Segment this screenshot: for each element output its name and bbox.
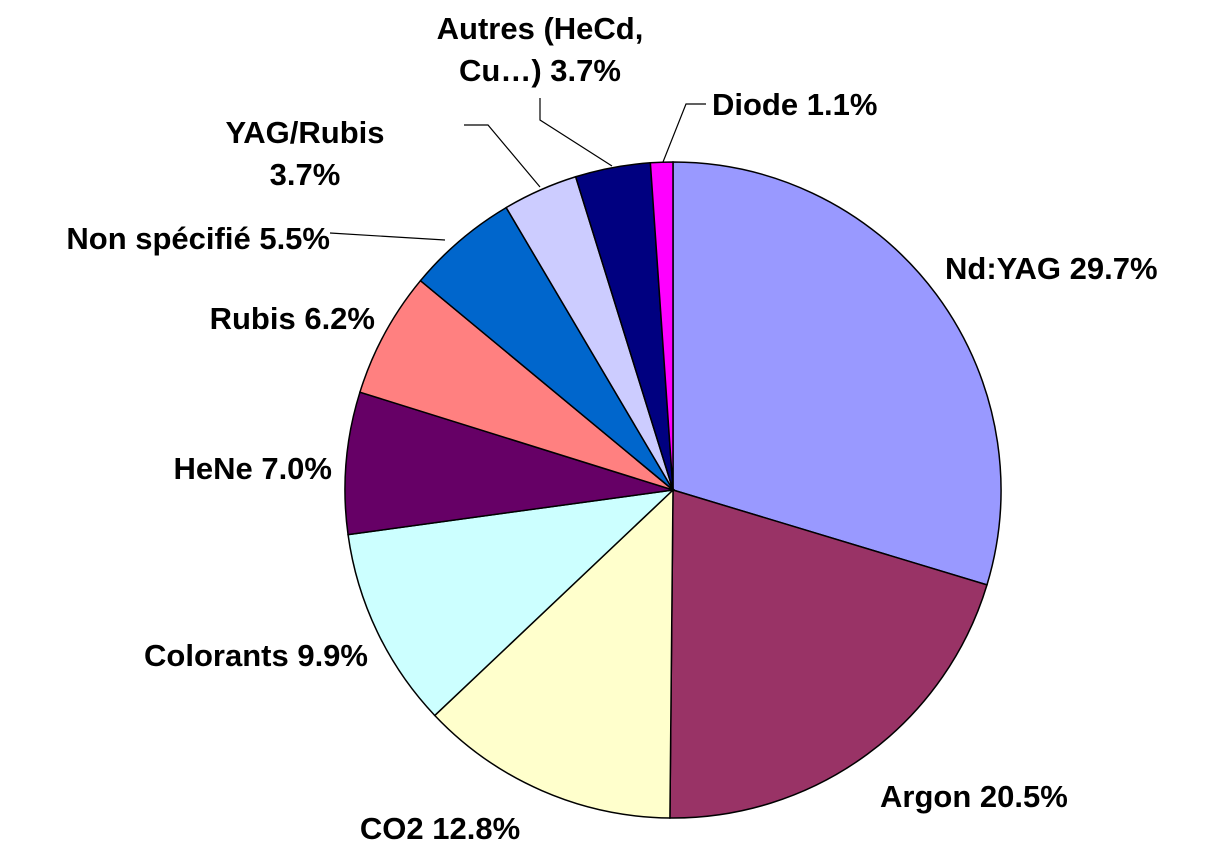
category-name: Non spécifié xyxy=(66,221,251,256)
value-label: 6.2% xyxy=(304,301,375,336)
category-name: Nd:YAG xyxy=(945,251,1061,286)
leader-line xyxy=(662,103,706,163)
slice-label: Nd:YAG 29.7% xyxy=(945,248,1158,290)
pie-slice xyxy=(649,161,674,491)
category-name: YAG/Rubis xyxy=(225,115,385,150)
category-name: Autres (HeCd, Cu…) xyxy=(436,11,644,88)
leader-line xyxy=(539,98,613,167)
category-name: Rubis xyxy=(209,301,296,336)
pie-slice xyxy=(672,161,1002,586)
pie-slice xyxy=(433,488,674,819)
slice-label: CO2 12.8% xyxy=(360,808,520,847)
leader-lines xyxy=(329,98,706,241)
pie-slice xyxy=(358,279,674,491)
value-label: 5.5% xyxy=(259,221,330,256)
category-name: HeNe xyxy=(173,451,253,486)
value-label: 1.1% xyxy=(806,87,878,122)
slice-label: HeNe 7.0% xyxy=(173,448,332,490)
value-label: 29.7% xyxy=(1069,251,1158,286)
value-label: 12.8% xyxy=(432,811,521,846)
value-label: 20.5% xyxy=(979,779,1068,814)
value-label: 7.0% xyxy=(261,451,332,486)
pie-slice xyxy=(344,391,674,536)
category-name: CO2 xyxy=(359,811,424,846)
category-name: Diode xyxy=(712,87,799,122)
pie-slice xyxy=(669,488,988,819)
category-name: Colorants xyxy=(144,638,289,673)
pie-slice xyxy=(347,488,676,717)
leader-line xyxy=(329,232,446,241)
slice-label: Non spécifié 5.5% xyxy=(66,218,330,260)
value-label: 3.7% xyxy=(550,53,621,88)
slice-label: YAG/Rubis 3.7% xyxy=(205,112,405,196)
slice-label: Argon 20.5% xyxy=(880,776,1068,818)
slices xyxy=(344,161,1002,819)
leader-line xyxy=(464,124,541,188)
value-label: 9.9% xyxy=(297,638,368,673)
slice-label: Diode 1.1% xyxy=(712,84,877,126)
slice-label: Autres (HeCd, Cu…) 3.7% xyxy=(410,8,670,92)
value-label: 3.7% xyxy=(269,157,341,192)
slice-label: Rubis 6.2% xyxy=(210,298,375,340)
category-name: Argon xyxy=(880,779,972,814)
slice-label: Colorants 9.9% xyxy=(144,635,368,677)
